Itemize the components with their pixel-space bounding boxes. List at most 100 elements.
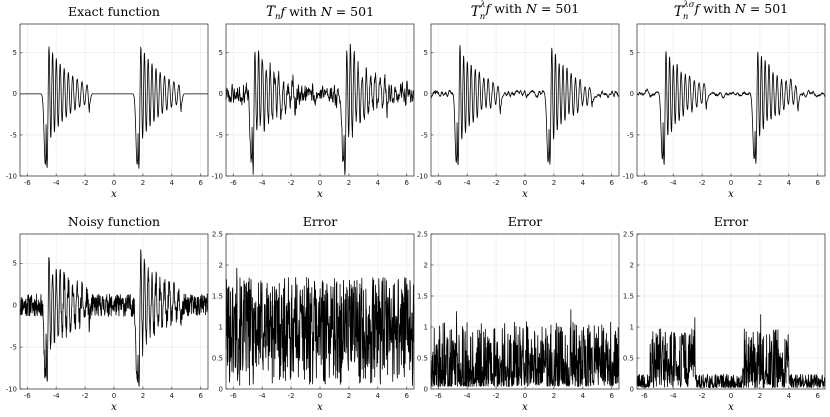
title-part: n xyxy=(480,12,485,22)
y-tick-label: 5 xyxy=(219,49,223,57)
x-tick-label: -6 xyxy=(24,179,32,187)
y-tick-label: -5 xyxy=(10,344,17,352)
y-tick-label: -10 xyxy=(417,172,428,180)
y-tick-label: 1.5 xyxy=(623,292,634,300)
x-tick-label: 4 xyxy=(787,179,792,187)
x-tick-label: -6 xyxy=(230,392,238,400)
x-tick-label: -4 xyxy=(259,179,267,187)
x-tick-label: -4 xyxy=(464,179,472,187)
series-line xyxy=(636,314,826,389)
series-line xyxy=(19,249,209,387)
y-tick-label: 2 xyxy=(630,261,634,269)
y-tick-label: -10 xyxy=(6,385,17,393)
x-tick-label: 6 xyxy=(199,392,204,400)
x-tick-label: 2 xyxy=(347,179,351,187)
chart-title: Error xyxy=(508,214,543,229)
y-tick-label: 1.5 xyxy=(417,292,428,300)
y-tick-label: 0.5 xyxy=(212,354,223,362)
y-tick-label: 0 xyxy=(219,385,223,393)
y-tick-label: 0 xyxy=(424,385,428,393)
x-tick-label: -4 xyxy=(53,179,61,187)
panel-6: -6 -4 -2 0 2 4 6 0 0.5 1 1.5 2 2.5 x Error xyxy=(212,214,415,413)
series-line xyxy=(430,45,620,165)
y-tick-label: -10 xyxy=(212,172,223,180)
panel-7: -6 -4 -2 0 2 4 6 0 0.5 1 1.5 2 2.5 x Error xyxy=(417,214,620,413)
y-tick-label: 5 xyxy=(630,49,634,57)
x-axis-label: x xyxy=(317,402,323,413)
y-tick-label: 0 xyxy=(13,302,17,310)
x-tick-label: 2 xyxy=(347,392,351,400)
panel-5: -6 -4 -2 0 2 4 6 -10 -5 0 5 x Noisy function xyxy=(6,214,209,413)
title-part: = 501 xyxy=(746,1,788,16)
x-tick-label: 0 xyxy=(523,179,527,187)
title-part: with xyxy=(699,1,735,16)
y-tick-label: 0 xyxy=(13,90,17,98)
series-line xyxy=(19,46,209,169)
x-axis-label: x xyxy=(111,402,117,413)
x-tick-label: 6 xyxy=(610,392,615,400)
x-tick-label: 0 xyxy=(318,179,322,187)
title-part: n xyxy=(275,12,280,22)
y-tick-label: 2.5 xyxy=(623,230,634,238)
x-tick-label: -2 xyxy=(699,179,706,187)
x-tick-label: -6 xyxy=(435,179,443,187)
x-tick-label: -2 xyxy=(493,179,500,187)
chart-title: Error xyxy=(714,214,749,229)
title-part: n xyxy=(683,12,688,22)
title-part: T xyxy=(674,4,684,20)
y-tick-label: 0 xyxy=(219,90,223,98)
x-tick-label: 4 xyxy=(170,392,175,400)
title-part: = 501 xyxy=(332,4,374,19)
title-part: N xyxy=(525,1,538,16)
y-tick-label: 0 xyxy=(630,90,634,98)
title-part: N xyxy=(320,4,333,19)
chart-title: Error xyxy=(303,214,338,229)
panel-2: -6 -4 -2 0 2 4 6 -10 -5 0 5 x Tnf with N = 501 xyxy=(212,4,415,200)
title-part: N xyxy=(734,1,747,16)
x-axis-label: x xyxy=(522,189,528,200)
y-tick-label: 1.5 xyxy=(212,292,223,300)
x-tick-label: 2 xyxy=(758,392,762,400)
x-tick-label: 0 xyxy=(318,392,322,400)
y-tick-label: -5 xyxy=(627,131,634,139)
x-tick-label: -4 xyxy=(670,179,678,187)
x-tick-label: -2 xyxy=(699,392,706,400)
x-tick-label: -6 xyxy=(641,179,649,187)
x-tick-label: -4 xyxy=(670,392,678,400)
x-tick-label: -4 xyxy=(259,392,267,400)
x-tick-label: 6 xyxy=(405,179,410,187)
x-tick-label: -2 xyxy=(82,179,89,187)
panel-8: -6 -4 -2 0 2 4 6 0 0.5 1 1.5 2 2.5 x Error xyxy=(623,214,826,413)
x-tick-label: 4 xyxy=(376,392,381,400)
title-part: λσ xyxy=(682,0,694,10)
title-part: with xyxy=(285,4,321,19)
title-part: T xyxy=(266,4,276,20)
y-tick-label: 5 xyxy=(13,260,17,268)
x-axis-label: x xyxy=(522,402,528,413)
y-tick-label: -5 xyxy=(421,131,428,139)
x-tick-label: -2 xyxy=(493,392,500,400)
y-tick-label: 2.5 xyxy=(417,230,428,238)
x-tick-label: 0 xyxy=(729,179,733,187)
y-tick-label: -10 xyxy=(6,172,17,180)
y-tick-label: 0 xyxy=(630,385,634,393)
x-tick-label: 2 xyxy=(141,179,145,187)
x-axis-label: x xyxy=(111,189,117,200)
x-tick-label: 4 xyxy=(581,392,586,400)
title-part: f xyxy=(279,4,287,19)
x-tick-label: -2 xyxy=(288,179,295,187)
title-part: λ xyxy=(479,0,485,10)
x-tick-label: -2 xyxy=(82,392,89,400)
y-tick-label: 0.5 xyxy=(417,354,428,362)
chart-title: Noisy function xyxy=(68,214,160,229)
title-part: T xyxy=(471,4,481,20)
x-tick-label: -6 xyxy=(641,392,649,400)
x-tick-label: 4 xyxy=(376,179,381,187)
title-part: f xyxy=(694,1,702,16)
series-line xyxy=(430,309,620,387)
chart-title: Tn λσf with N = 501 xyxy=(674,0,788,22)
x-tick-label: 2 xyxy=(141,392,145,400)
series-line xyxy=(225,267,415,386)
series-line xyxy=(225,43,415,176)
